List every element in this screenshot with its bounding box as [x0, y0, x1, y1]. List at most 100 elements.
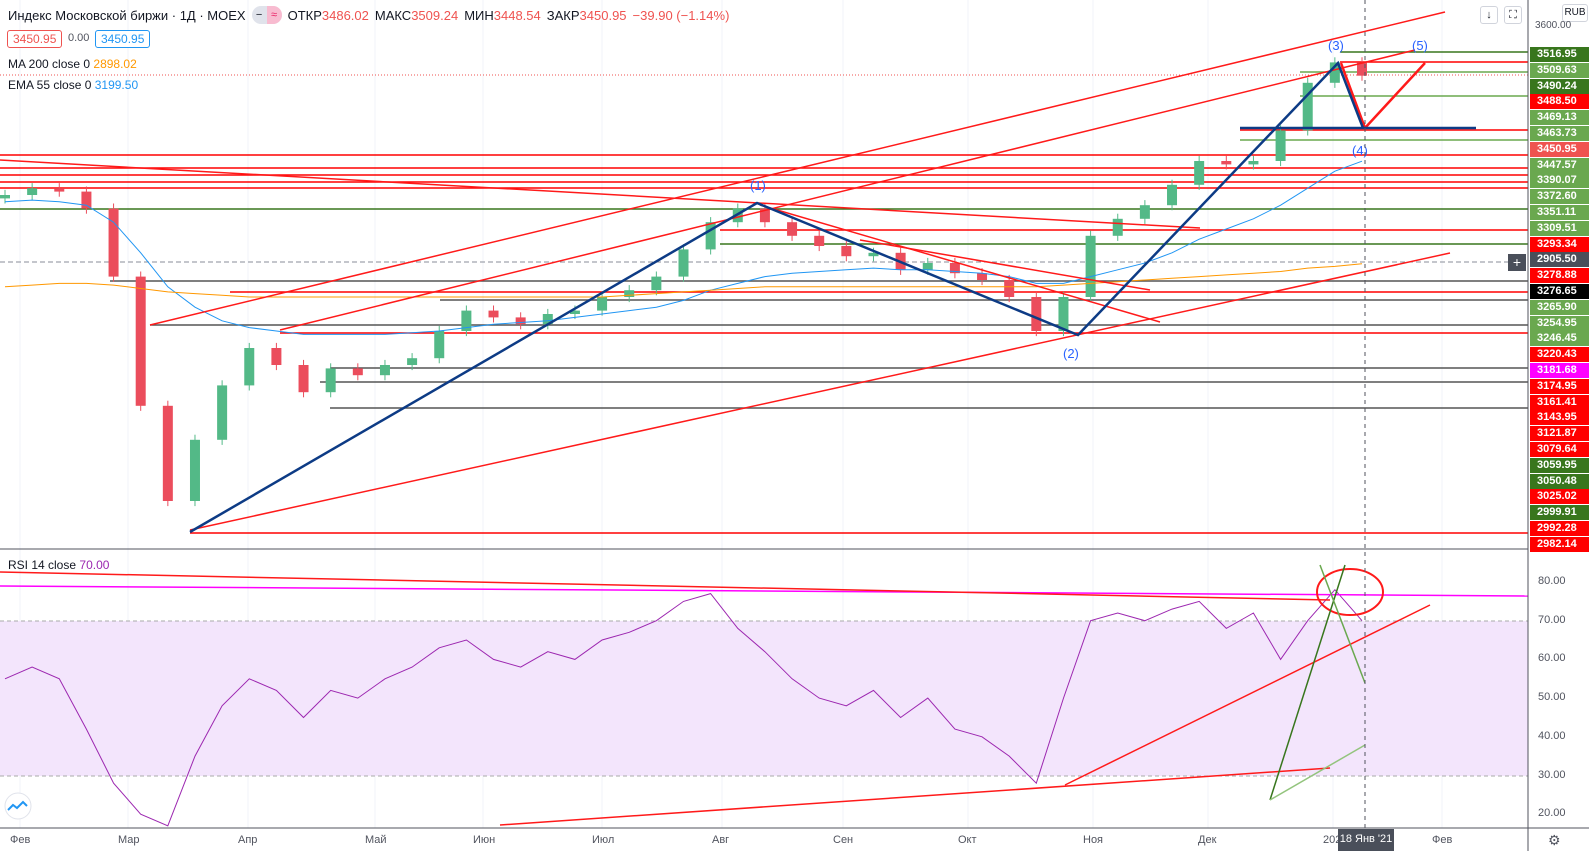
ema-legend[interactable]: EMA 55 close 0 3199.50 [8, 78, 139, 92]
ma-legend[interactable]: MA 200 close 0 2898.02 [8, 57, 137, 71]
candle-body [1167, 184, 1178, 206]
candle-body [298, 365, 309, 393]
candle-body [922, 263, 933, 270]
close-label: ЗАКР [546, 7, 580, 23]
rsi-drawings [0, 564, 1529, 826]
candle-body [977, 273, 988, 280]
candle-body [515, 317, 526, 325]
open-value: 3486.02 [321, 7, 369, 23]
price-label: 2982.14 [1530, 536, 1589, 552]
time-tick: Сен [833, 834, 854, 846]
candle-body [759, 208, 770, 223]
price-label: 3143.95 [1530, 410, 1589, 426]
rsi-legend[interactable]: RSI 14 close 70.00 [8, 558, 110, 572]
candle-body [189, 439, 200, 501]
candle-body [678, 249, 689, 277]
candle-body [81, 191, 92, 209]
change-value: −39.90 (−1.14%) [632, 7, 730, 23]
candle-body [1248, 161, 1259, 165]
fullscreen-icon[interactable]: ⛶ [1504, 6, 1522, 24]
price-label: 2905.50 [1530, 252, 1589, 268]
rsi-tick: 20.00 [1538, 807, 1566, 820]
price-label: 3516.95 [1530, 47, 1589, 62]
candle-body [379, 365, 390, 376]
arrow-down-icon[interactable]: ↓ [1480, 6, 1498, 24]
currency-button[interactable]: RUB [1562, 4, 1588, 22]
legend-toggle[interactable]: − ≈ [251, 6, 282, 24]
minus-icon: − [255, 9, 263, 21]
wave-labels: (1) (2) (3) (4) (5) [750, 38, 1428, 361]
candle-body [787, 222, 798, 236]
svg-text:(5): (5) [1412, 38, 1428, 53]
candles [0, 57, 1367, 507]
ema55-line [4, 160, 1363, 335]
candle-body [1058, 297, 1069, 331]
rsi-line [4, 588, 1363, 827]
price-label: 3390.07 [1530, 173, 1589, 189]
price-label: 3220.43 [1530, 347, 1589, 363]
price-label: 3079.64 [1530, 442, 1589, 457]
price-label: 3469.13 [1530, 110, 1589, 126]
close-value: 3450.95 [579, 7, 627, 23]
candle-body [624, 290, 635, 297]
price-tick: 3600.00 [1535, 20, 1572, 31]
candle-body [1357, 62, 1367, 76]
ma200-line [4, 263, 1363, 298]
rsi-tick: 70.00 [1538, 613, 1566, 626]
candle-body [434, 331, 445, 359]
settings-gear-icon[interactable]: ⚙ [1548, 832, 1561, 848]
candle-body [407, 358, 418, 365]
spread: 0.00 [68, 32, 90, 44]
time-tick: Июл [592, 834, 615, 846]
svg-text:(1): (1) [750, 178, 766, 193]
price-label: 3254.95 [1530, 315, 1589, 331]
price-label: 3450.95 [1530, 141, 1589, 157]
high-value: 3509.24 [411, 7, 459, 23]
price-label: 3509.63 [1530, 62, 1589, 78]
candle-body [1085, 235, 1096, 297]
candle-body [488, 310, 499, 318]
price-label: 3246.45 [1530, 331, 1589, 347]
price-label: 3050.48 [1530, 473, 1589, 489]
candle-body [1031, 297, 1042, 331]
time-tick: Июн [473, 834, 496, 846]
candle-body [542, 314, 553, 325]
time-tick: Фев [1432, 834, 1453, 846]
price-label: 3265.90 [1530, 299, 1589, 315]
price-label: 3463.73 [1530, 126, 1589, 141]
rsi-tick: 80.00 [1538, 575, 1566, 587]
price-label: 3278.88 [1530, 268, 1589, 284]
compare-icon: ≈ [266, 6, 282, 24]
add-plus-icon[interactable]: + [1508, 254, 1526, 271]
time-tick: Авг [712, 834, 730, 846]
price-label: 3161.41 [1530, 394, 1589, 410]
candle-body [1194, 161, 1205, 185]
high-label: МАКС [374, 7, 412, 23]
candle-body [569, 310, 580, 314]
candle-body [597, 297, 608, 311]
time-tick: Окт [958, 834, 977, 846]
candle-body [461, 310, 472, 331]
price-label: 3025.02 [1530, 489, 1589, 505]
candle-body [135, 276, 146, 406]
candle-body [108, 208, 119, 277]
rsi-tick: 60.00 [1538, 652, 1566, 665]
candle-body [814, 235, 825, 246]
price-label: 3488.50 [1530, 94, 1589, 110]
candle-body [217, 385, 228, 440]
price-label: 3276.65 [1530, 284, 1589, 299]
rsi-tick: 50.00 [1538, 691, 1566, 704]
candle-body [1139, 205, 1150, 219]
crosshair-date-label: 18 Янв '21 [1338, 829, 1394, 851]
price-label: 3181.68 [1530, 363, 1589, 378]
price-label: 3490.24 [1530, 78, 1589, 94]
candle-body [949, 263, 960, 274]
sell-price[interactable]: 3450.95 [7, 30, 63, 48]
time-tick: Фев [10, 834, 31, 846]
candle-body [1112, 218, 1123, 236]
buy-price[interactable]: 3450.95 [95, 30, 151, 48]
candle-body [1329, 62, 1340, 83]
time-tick: Мар [118, 834, 140, 846]
symbol-title[interactable]: Индекс Московской биржи · 1Д · MOEX [8, 7, 246, 23]
